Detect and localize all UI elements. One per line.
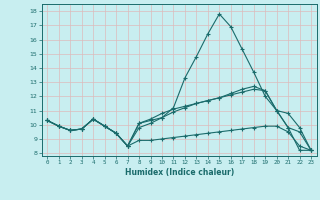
X-axis label: Humidex (Indice chaleur): Humidex (Indice chaleur) xyxy=(124,168,234,177)
